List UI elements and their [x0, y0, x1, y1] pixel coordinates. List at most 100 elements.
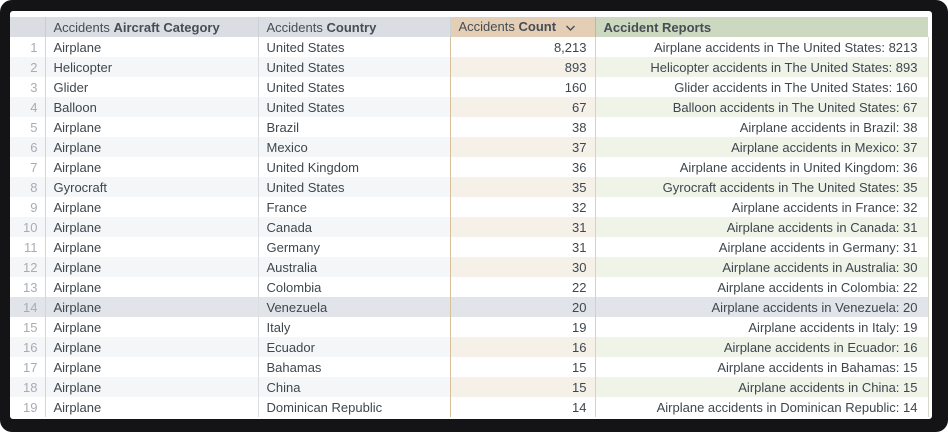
aircraft-category-cell: Airplane — [45, 37, 259, 57]
chevron-down-icon[interactable] — [565, 20, 576, 35]
row-number-cell: 18 — [10, 377, 46, 397]
country-cell: Italy — [258, 317, 451, 337]
table-row[interactable]: 1 Airplane United States 8,213 Airplane … — [10, 37, 929, 57]
row-number-cell: 3 — [10, 77, 46, 97]
table-row[interactable]: 18 Airplane China 15 Airplane accidents … — [10, 377, 929, 397]
report-cell: Glider accidents in The United States: 1… — [595, 77, 929, 97]
table-row[interactable]: 15 Airplane Italy 19 Airplane accidents … — [10, 317, 929, 337]
column-header-count[interactable]: Accidents Count — [450, 17, 596, 37]
report-cell: Airplane accidents in Venezuela: 20 — [595, 297, 929, 317]
count-cell: 160 — [450, 77, 596, 97]
aircraft-category-cell: Airplane — [45, 317, 259, 337]
column-header-aircraft-category[interactable]: Accidents Aircraft Category — [45, 17, 259, 37]
row-number-cell: 6 — [10, 137, 46, 157]
aircraft-category-cell: Airplane — [45, 157, 259, 177]
table-row[interactable]: 19 Airplane Dominican Republic 14 Airpla… — [10, 397, 929, 417]
row-number-cell: 8 — [10, 177, 46, 197]
country-cell: United States — [258, 97, 451, 117]
table-row[interactable]: 14 Airplane Venezuela 20 Airplane accide… — [10, 297, 929, 317]
row-number-cell: 5 — [10, 117, 46, 137]
column-header-label: Count — [518, 19, 557, 34]
column-header-label: Accident Reports — [603, 19, 712, 35]
row-number-cell: 7 — [10, 157, 46, 177]
row-number-cell: 2 — [10, 57, 46, 77]
table-row[interactable]: 8 Gyrocraft United States 35 Gyrocraft a… — [10, 177, 929, 197]
column-header-index — [10, 17, 46, 37]
header-row: Accidents Aircraft Category Accidents Co… — [10, 17, 928, 37]
country-cell: Canada — [258, 217, 451, 237]
count-cell: 31 — [450, 237, 596, 257]
country-cell: Venezuela — [258, 297, 451, 317]
column-header-accident-reports[interactable]: Accident Reports — [595, 17, 928, 37]
aircraft-category-cell: Airplane — [45, 117, 259, 137]
row-number-cell: 15 — [10, 317, 46, 337]
report-cell: Airplane accidents in United Kingdom: 36 — [595, 157, 929, 177]
row-number-cell: 4 — [10, 97, 46, 117]
column-header-country[interactable]: Accidents Country — [258, 17, 451, 37]
country-cell: Australia — [258, 257, 451, 277]
accidents-table: Accidents Aircraft Category Accidents Co… — [10, 17, 929, 417]
table-row[interactable]: 6 Airplane Mexico 37 Airplane accidents … — [10, 137, 929, 157]
row-number-cell: 12 — [10, 257, 46, 277]
row-number-cell: 14 — [10, 297, 46, 317]
count-cell: 32 — [450, 197, 596, 217]
table-row[interactable]: 13 Airplane Colombia 22 Airplane acciden… — [10, 277, 929, 297]
country-cell: United States — [258, 37, 451, 57]
report-cell: Airplane accidents in Australia: 30 — [595, 257, 929, 277]
report-cell: Airplane accidents in Dominican Republic… — [595, 397, 929, 417]
count-cell: 67 — [450, 97, 596, 117]
count-cell: 38 — [450, 117, 596, 137]
report-cell: Airplane accidents in Canada: 31 — [595, 217, 929, 237]
table-row[interactable]: 9 Airplane France 32 Airplane accidents … — [10, 197, 929, 217]
aircraft-category-cell: Gyrocraft — [45, 177, 259, 197]
table-row[interactable]: 12 Airplane Australia 30 Airplane accide… — [10, 257, 929, 277]
table-row[interactable]: 17 Airplane Bahamas 15 Airplane accident… — [10, 357, 929, 377]
aircraft-category-cell: Airplane — [45, 337, 259, 357]
country-cell: Germany — [258, 237, 451, 257]
table-row[interactable]: 11 Airplane Germany 31 Airplane accident… — [10, 237, 929, 257]
country-cell: United States — [258, 177, 451, 197]
report-cell: Airplane accidents in Bahamas: 15 — [595, 357, 929, 377]
count-cell: 14 — [450, 397, 596, 417]
report-cell: Airplane accidents in Colombia: 22 — [595, 277, 929, 297]
table-panel: Accidents Aircraft Category Accidents Co… — [10, 11, 932, 419]
row-number-cell: 17 — [10, 357, 46, 377]
table-row[interactable]: 5 Airplane Brazil 38 Airplane accidents … — [10, 117, 929, 137]
country-cell: Dominican Republic — [258, 397, 451, 417]
country-cell: China — [258, 377, 451, 397]
count-cell: 31 — [450, 217, 596, 237]
row-number-cell: 11 — [10, 237, 46, 257]
table-row[interactable]: 10 Airplane Canada 31 Airplane accidents… — [10, 217, 929, 237]
count-cell: 15 — [450, 357, 596, 377]
aircraft-category-cell: Airplane — [45, 217, 259, 237]
aircraft-category-cell: Airplane — [45, 297, 259, 317]
country-cell: United States — [258, 77, 451, 97]
aircraft-category-cell: Helicopter — [45, 57, 259, 77]
row-number-cell: 19 — [10, 397, 46, 417]
count-cell: 19 — [450, 317, 596, 337]
count-cell: 20 — [450, 297, 596, 317]
report-cell: Airplane accidents in France: 32 — [595, 197, 929, 217]
row-number-cell: 13 — [10, 277, 46, 297]
table-row[interactable]: 7 Airplane United Kingdom 36 Airplane ac… — [10, 157, 929, 177]
country-cell: France — [258, 197, 451, 217]
count-cell: 893 — [450, 57, 596, 77]
country-cell: Colombia — [258, 277, 451, 297]
table-row[interactable]: 4 Balloon United States 67 Balloon accid… — [10, 97, 929, 117]
report-cell: Airplane accidents in Mexico: 37 — [595, 137, 929, 157]
table-row[interactable]: 2 Helicopter United States 893 Helicopte… — [10, 57, 929, 77]
count-cell: 15 — [450, 377, 596, 397]
column-header-label: Aircraft Category — [113, 19, 220, 35]
table-row[interactable]: 3 Glider United States 160 Glider accide… — [10, 77, 929, 97]
row-number-cell: 1 — [10, 37, 46, 57]
column-header-prefix: Accidents — [266, 19, 323, 35]
report-cell: Airplane accidents in Ecuador: 16 — [595, 337, 929, 357]
country-cell: Mexico — [258, 137, 451, 157]
count-cell: 8,213 — [450, 37, 596, 57]
row-number-cell: 16 — [10, 337, 46, 357]
country-cell: Bahamas — [258, 357, 451, 377]
table-row[interactable]: 16 Airplane Ecuador 16 Airplane accident… — [10, 337, 929, 357]
report-cell: Airplane accidents in Italy: 19 — [595, 317, 929, 337]
country-cell: Brazil — [258, 117, 451, 137]
